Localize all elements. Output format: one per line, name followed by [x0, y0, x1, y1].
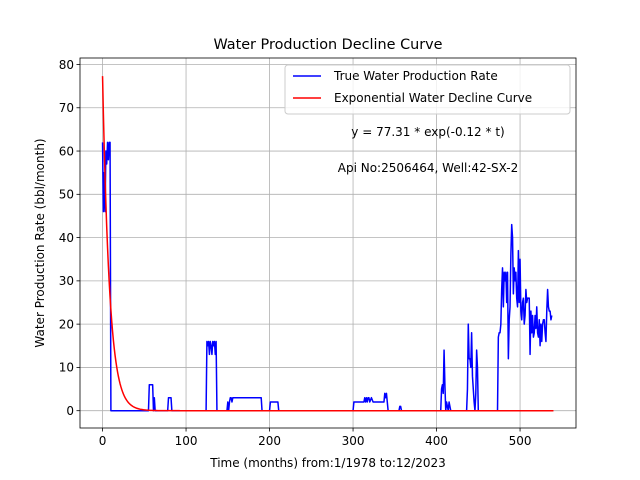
x-tick-label: 500 — [509, 434, 532, 448]
plot-area — [101, 76, 554, 412]
y-tick-label: 30 — [59, 274, 74, 288]
x-tick-label: 400 — [425, 434, 448, 448]
y-tick-label: 10 — [59, 361, 74, 375]
legend: True Water Production Rate Exponential W… — [284, 64, 571, 115]
legend-label-decline-curve: Exponential Water Decline Curve — [334, 91, 532, 105]
y-tick-label: 60 — [59, 144, 74, 158]
x-tick-label: 0 — [99, 434, 107, 448]
y-tick-label: 40 — [59, 231, 74, 245]
x-tick-label: 100 — [175, 434, 198, 448]
legend-box — [284, 64, 571, 115]
equation-annotation: y = 77.31 * exp(-0.12 * t) — [351, 125, 504, 139]
y-axis-ticks: 0 10 20 30 40 50 60 70 80 — [59, 58, 80, 418]
y-tick-label: 20 — [59, 317, 74, 331]
y-tick-label: 70 — [59, 101, 74, 115]
legend-label-true-rate: True Water Production Rate — [333, 69, 498, 83]
series-line-exponential-decline — [101, 76, 554, 412]
x-tick-label: 200 — [258, 434, 281, 448]
well-annotation: Api No:2506464, Well:42-SX-2 — [338, 161, 518, 175]
y-tick-label: 0 — [66, 404, 74, 418]
y-tick-label: 50 — [59, 188, 74, 202]
series-line-true-water-production — [101, 141, 553, 412]
chart-title: Water Production Decline Curve — [213, 37, 442, 53]
x-axis-label: Time (months) from:1/1978 to:12/2023 — [209, 456, 446, 470]
x-axis-ticks: 0 100 200 300 400 500 — [99, 428, 532, 448]
y-axis-label: Water Production Rate (bbl/month) — [33, 138, 47, 347]
y-tick-label: 80 — [59, 58, 74, 72]
x-tick-label: 300 — [342, 434, 365, 448]
plot-frame — [79, 57, 577, 429]
